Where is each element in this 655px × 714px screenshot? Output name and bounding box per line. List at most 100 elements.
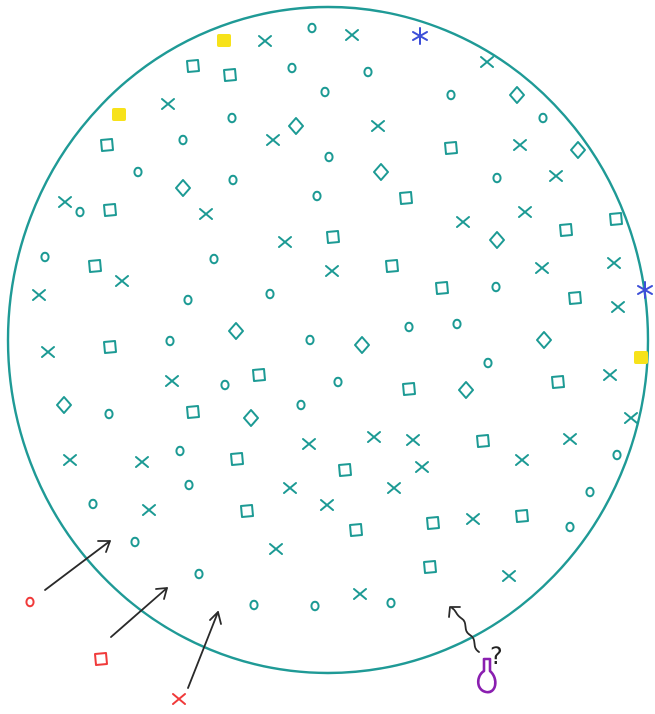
o-mark <box>363 66 373 78</box>
x-mark <box>367 431 381 443</box>
d-mark <box>458 381 474 399</box>
q-mark <box>186 59 200 73</box>
q-mark <box>476 434 490 448</box>
x-mark <box>513 139 527 151</box>
o-mark <box>227 112 237 124</box>
o-mark <box>228 174 238 186</box>
q-mark <box>435 281 449 295</box>
x-mark <box>266 134 280 146</box>
blue-star-mark <box>637 281 653 299</box>
d-mark <box>228 322 244 340</box>
o-mark <box>324 151 334 163</box>
o-mark <box>446 89 456 101</box>
x-mark <box>41 346 55 358</box>
q-mark <box>426 516 440 530</box>
x-mark <box>199 208 213 220</box>
q-mark <box>444 141 458 155</box>
x-mark <box>502 570 516 582</box>
d-mark <box>509 86 525 104</box>
d-mark <box>56 396 72 414</box>
x-mark <box>142 504 156 516</box>
yellow-square-mark <box>217 34 231 47</box>
o-mark <box>386 597 396 609</box>
o-mark <box>75 206 85 218</box>
o-mark <box>175 445 185 457</box>
o-mark <box>320 86 330 98</box>
x-mark <box>607 257 621 269</box>
d-mark <box>570 141 586 159</box>
x-mark <box>135 456 149 468</box>
yellow-square-mark <box>112 108 126 121</box>
q-mark <box>399 191 413 205</box>
o-mark <box>287 62 297 74</box>
q-mark <box>252 368 266 382</box>
o-mark <box>165 335 175 347</box>
q-mark <box>349 523 363 537</box>
q-mark <box>103 203 117 217</box>
o-mark <box>88 498 98 510</box>
q-mark <box>423 560 437 574</box>
x-mark <box>115 275 129 287</box>
question-mark-annotation: ? <box>490 642 503 670</box>
x-mark <box>345 29 359 41</box>
x-mark <box>283 482 297 494</box>
x-mark <box>161 98 175 110</box>
x-mark <box>535 262 549 274</box>
d-mark <box>373 163 389 181</box>
cell-outline-circle <box>6 5 650 675</box>
x-mark <box>603 369 617 381</box>
d-mark <box>536 331 552 349</box>
q-mark <box>326 230 340 244</box>
q-mark <box>88 259 102 273</box>
o-mark <box>492 172 502 184</box>
legend-arrow-cross <box>187 611 222 689</box>
o-mark <box>310 600 320 612</box>
o-mark <box>333 376 343 388</box>
d-mark <box>243 409 259 427</box>
x-mark <box>320 499 334 511</box>
x-mark <box>415 461 429 473</box>
d-mark <box>288 117 304 135</box>
x-mark <box>406 434 420 446</box>
q-mark <box>609 212 623 226</box>
q-mark <box>515 509 529 523</box>
x-mark <box>278 236 292 248</box>
o-mark <box>565 521 575 533</box>
blue-star-mark <box>412 27 428 45</box>
x-mark <box>165 375 179 387</box>
flask-icon <box>476 657 497 694</box>
x-mark <box>258 35 272 47</box>
x-mark <box>371 120 385 132</box>
q-mark <box>551 375 565 389</box>
wavy-arrow <box>448 606 480 653</box>
o-mark <box>483 357 493 369</box>
o-mark <box>220 379 230 391</box>
o-mark <box>452 318 462 330</box>
q-mark <box>559 223 573 237</box>
x-mark <box>456 216 470 228</box>
d-mark <box>175 179 191 197</box>
legend-circle-mark <box>25 596 35 608</box>
o-mark <box>307 22 317 34</box>
x-mark <box>353 588 367 600</box>
q-mark <box>103 340 117 354</box>
o-mark <box>491 281 501 293</box>
x-mark <box>515 454 529 466</box>
x-mark <box>32 289 46 301</box>
d-mark <box>489 231 505 249</box>
x-mark <box>480 56 494 68</box>
x-mark <box>387 482 401 494</box>
o-mark <box>312 190 322 202</box>
x-mark <box>624 412 638 424</box>
q-mark <box>338 463 352 477</box>
q-mark <box>223 68 237 82</box>
o-mark <box>183 294 193 306</box>
o-mark <box>404 321 414 333</box>
o-mark <box>612 449 622 461</box>
d-mark <box>354 336 370 354</box>
legend-arrow-circle <box>44 540 111 591</box>
o-mark <box>585 486 595 498</box>
x-mark <box>518 206 532 218</box>
legend-cross-mark <box>172 693 186 705</box>
